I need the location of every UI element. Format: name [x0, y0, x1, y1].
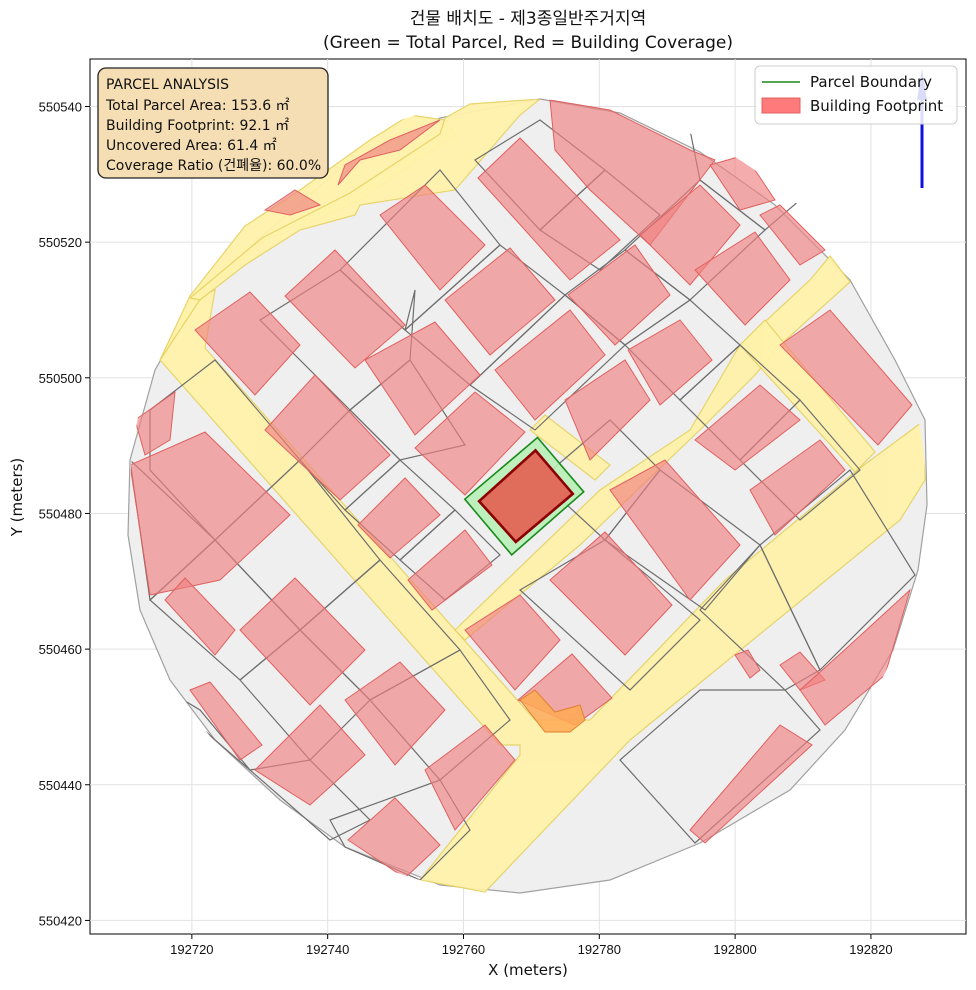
building-footprint — [164, 577, 236, 656]
building-footprint — [689, 724, 813, 844]
x-tick-label: 192780 — [578, 942, 621, 957]
building-footprint — [254, 704, 366, 806]
y-tick-label: 550460 — [39, 642, 82, 657]
x-axis-ticks: 192720 192740 192760 192780 192800 192820 — [170, 934, 893, 957]
building-footprint — [414, 391, 526, 496]
orange-structure — [519, 689, 586, 733]
building-footprint — [779, 309, 913, 446]
x-tick-label: 192800 — [713, 942, 756, 957]
x-tick-label: 192740 — [306, 942, 349, 957]
building-footprint — [239, 577, 366, 706]
building-footprint — [494, 309, 606, 421]
y-tick-label: 550540 — [39, 99, 82, 114]
building-footprint — [567, 244, 671, 346]
building-footprint — [444, 247, 556, 356]
building-footprint — [694, 231, 791, 326]
x-axis-label: X (meters) — [488, 961, 568, 979]
annotation-line-1: Total Parcel Area: 153.6 ㎡ — [105, 98, 290, 114]
building-footprint — [194, 291, 301, 396]
building-footprint — [347, 797, 441, 879]
building-footprint — [189, 681, 263, 761]
building-footprint — [799, 588, 911, 726]
building-footprint — [134, 390, 176, 456]
building-footprint — [407, 529, 493, 611]
building-footprint — [759, 204, 826, 266]
building-footprint — [344, 661, 446, 766]
building-footprint — [464, 594, 561, 691]
legend-label-building: Building Footprint — [810, 97, 943, 115]
building-footprint — [639, 184, 741, 286]
building-footprint — [284, 249, 406, 369]
building-footprint — [477, 137, 621, 281]
chart-title: 건물 배치도 - 제3종일반주거지역 — [410, 9, 646, 29]
y-tick-label: 550440 — [39, 778, 82, 793]
annotation-line-0: PARCEL ANALYSIS — [106, 77, 229, 93]
parcel-outline — [619, 689, 821, 844]
y-tick-label: 550480 — [39, 506, 82, 521]
building-footprint — [709, 154, 776, 211]
legend-building-patch-icon — [761, 97, 801, 114]
y-tick-label: 550420 — [39, 913, 82, 928]
building-footprint — [130, 431, 291, 596]
parcel-outline — [329, 779, 471, 881]
x-tick-label: 192760 — [442, 942, 485, 957]
x-tick-label: 192720 — [170, 942, 213, 957]
parcel-outline — [699, 543, 821, 691]
building-footprint — [749, 439, 846, 536]
y-axis-label: Y (meters) — [8, 458, 26, 538]
building-footprint — [734, 649, 761, 679]
building-footprint — [424, 724, 516, 831]
annotation-box-bg — [97, 67, 329, 179]
x-tick-label: 192820 — [849, 942, 892, 957]
y-tick-label: 550520 — [39, 235, 82, 250]
legend-frame — [754, 65, 958, 125]
road-center-spur — [529, 414, 611, 481]
building-footprint — [364, 321, 481, 436]
building-footprint — [263, 189, 322, 216]
map-content — [127, 68, 928, 894]
buildings — [130, 99, 913, 879]
annotation-line-4: Coverage Ratio (건폐율): 60.0% — [106, 158, 321, 174]
road-top-strip — [188, 99, 542, 301]
road-right-branch — [739, 319, 876, 473]
parcel-analysis-box: PARCEL ANALYSIS Total Parcel Area: 153.6… — [97, 67, 329, 179]
y-axis-ticks: 550420 550440 550460 550480 550500 550520 5505… — [39, 99, 90, 928]
building-footprint — [264, 374, 391, 501]
roads — [159, 99, 926, 893]
legend-label-parcel: Parcel Boundary — [810, 73, 932, 91]
building-footprint — [694, 384, 801, 471]
building-footprint — [627, 319, 713, 406]
target-building-footprint — [477, 448, 575, 544]
building-footprint — [564, 359, 651, 461]
legend: Parcel Boundary Building Footprint — [754, 65, 958, 125]
building-footprint — [357, 477, 441, 559]
annotation-line-2: Building Footprint: 92.1 ㎡ — [106, 118, 289, 134]
parcel-outline — [369, 649, 511, 781]
building-footprint — [609, 459, 741, 601]
annotation-line-3: Uncovered Area: 61.4 ㎡ — [106, 138, 277, 154]
chart-subtitle: (Green = Total Parcel, Red = Building Co… — [323, 33, 733, 53]
y-tick-label: 550500 — [39, 371, 82, 386]
building-footprint — [549, 531, 673, 656]
building-footprint — [337, 119, 441, 186]
building-footprint — [379, 184, 486, 291]
